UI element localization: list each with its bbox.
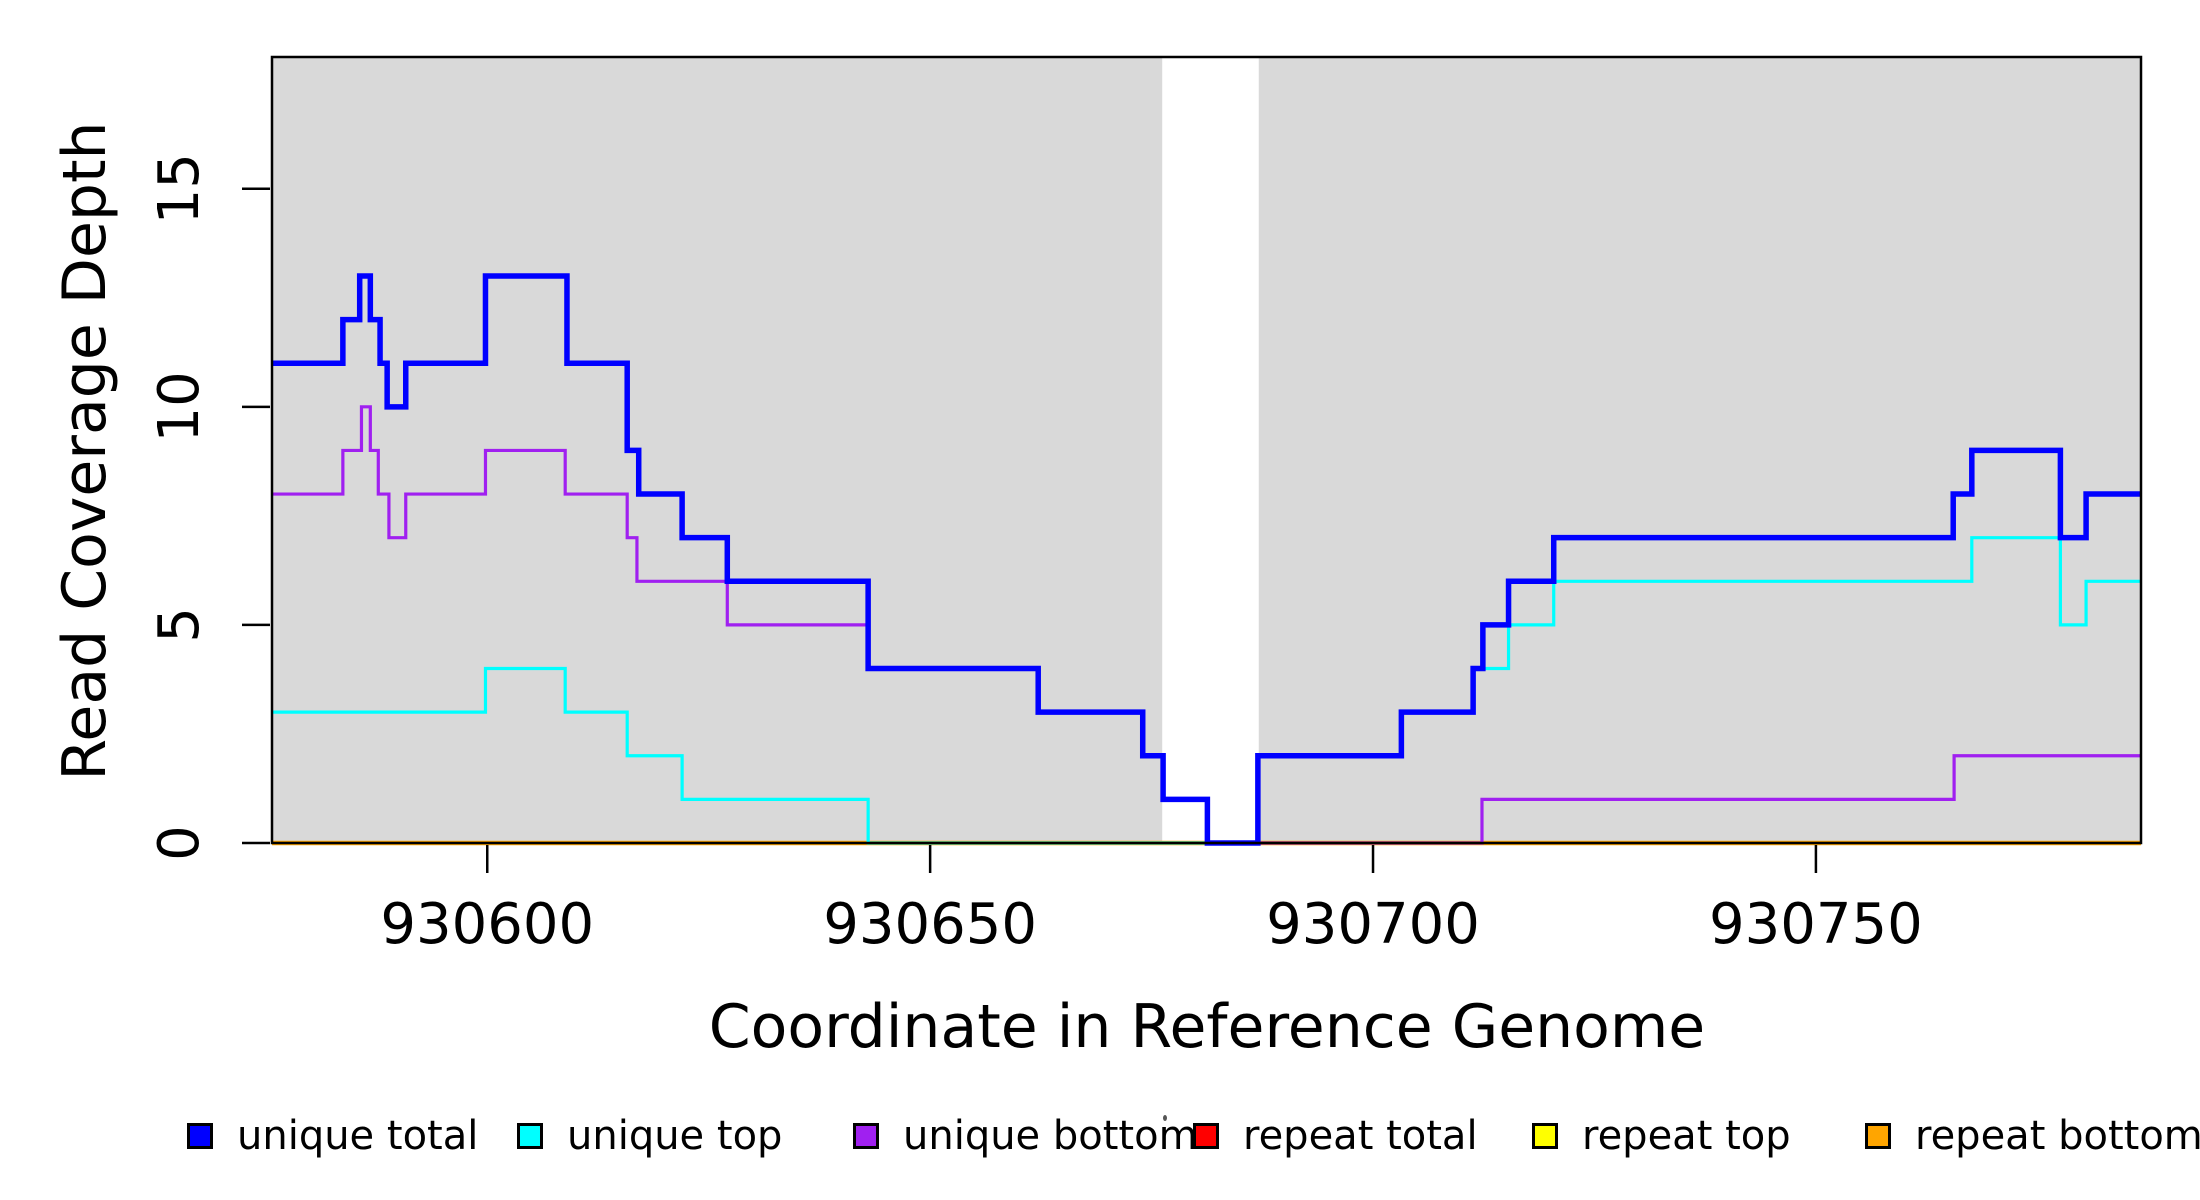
legend-item-unique-top: unique top: [517, 1112, 782, 1160]
y-tick-label: 0: [147, 825, 212, 861]
artifact-dot: [1163, 1115, 1167, 1121]
legend-item-repeat-top: repeat top: [1532, 1112, 1791, 1160]
legend-label: unique total: [237, 1113, 479, 1159]
legend-item-unique-bottom: unique bottom: [853, 1112, 1198, 1160]
repeat-top-swatch-icon: [1532, 1123, 1558, 1149]
y-tick-label: 5: [147, 607, 212, 643]
y-tick-label: 10: [147, 371, 212, 442]
y-axis-title: Read Coverage Depth: [50, 121, 120, 781]
x-tick-label: 930700: [1266, 892, 1480, 957]
legend-label: unique top: [567, 1113, 783, 1159]
repeat-bottom-swatch-icon: [1865, 1123, 1891, 1149]
legend-label: repeat bottom: [1915, 1113, 2200, 1159]
x-axis-title: Coordinate in Reference Genome: [708, 992, 1706, 1062]
unique-total-swatch-icon: [187, 1123, 213, 1149]
y-tick-label: 15: [147, 153, 212, 224]
masked-region: [272, 57, 1163, 843]
legend-label: repeat total: [1243, 1113, 1478, 1159]
repeat-total-swatch-icon: [1193, 1123, 1219, 1149]
unique-bottom-swatch-icon: [853, 1123, 879, 1149]
legend-item-repeat-total: repeat total: [1193, 1112, 1478, 1160]
x-tick-label: 930600: [380, 892, 594, 957]
unique-top-swatch-icon: [517, 1123, 543, 1149]
legend-label: unique bottom: [903, 1113, 1198, 1159]
legend-label: repeat top: [1582, 1113, 1791, 1159]
plot-border: [270, 55, 2143, 845]
x-tick-label: 930650: [823, 892, 1037, 957]
x-tick-label: 930750: [1709, 892, 1923, 957]
coverage-line-unique-total: [272, 273, 2141, 846]
legend-item-repeat-bottom: repeat bottom: [1865, 1112, 2200, 1160]
legend-item-unique-total: unique total: [187, 1112, 478, 1160]
